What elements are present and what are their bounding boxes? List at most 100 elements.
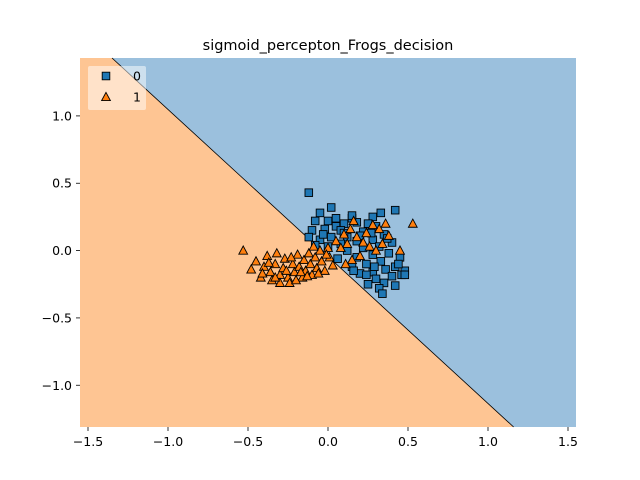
data-point-class-1 (289, 266, 300, 277)
y-tick-label: −1.0 (42, 378, 72, 393)
data-point-class-0 (394, 259, 403, 269)
chart-title: sigmoid_percepton_Frogs_decision (203, 38, 454, 54)
data-point-class-0 (323, 216, 333, 226)
data-point-class-1 (284, 277, 295, 287)
legend-marker-1 (100, 91, 112, 102)
data-point-class-1 (263, 257, 274, 267)
data-point-class-1 (274, 277, 286, 287)
data-point-class-1 (281, 265, 292, 275)
data-point-class-0 (384, 249, 394, 258)
data-point-class-1 (298, 254, 310, 265)
legend-label-1: 1 (133, 90, 141, 105)
data-point-class-1 (361, 227, 372, 238)
y-tick-label: 0.0 (52, 243, 72, 258)
data-point-class-1 (321, 249, 332, 259)
data-point-class-0 (387, 271, 397, 281)
data-point-class-1 (290, 274, 302, 285)
data-point-class-1 (262, 250, 273, 261)
data-point-class-1 (322, 242, 334, 252)
data-point-class-1 (348, 215, 359, 226)
legend-entries: 01 (100, 69, 141, 105)
data-point-class-1 (316, 255, 327, 266)
data-point-class-1 (358, 236, 369, 247)
data-point-class-0 (379, 278, 389, 288)
data-point-class-1 (354, 250, 366, 261)
data-point-class-0 (371, 274, 381, 284)
data-point-class-0 (362, 270, 371, 280)
data-point-class-1 (364, 240, 375, 251)
data-point-class-1 (271, 247, 282, 258)
x-tick-label: −0.5 (233, 434, 263, 449)
data-point-class-1 (313, 267, 324, 278)
data-point-class-1 (394, 245, 406, 255)
x-axis: −1.5 −1.0 −0.5 0.0 0.5 1.0 1.5 (73, 427, 578, 449)
data-point-class-0 (363, 279, 373, 289)
data-point-class-1 (295, 266, 306, 277)
data-point-class-0 (381, 265, 390, 274)
x-tick-label: −1.0 (153, 434, 183, 449)
data-point-class-0 (376, 257, 386, 266)
data-point-class-1 (246, 263, 257, 274)
data-point-class-0 (331, 214, 341, 223)
data-point-class-0 (390, 281, 400, 290)
data-point-class-0 (349, 266, 358, 276)
data-point-class-1 (351, 231, 362, 242)
data-point-class-1 (377, 238, 388, 248)
y-tick-label: 1.0 (52, 108, 72, 123)
data-point-class-0 (362, 259, 371, 269)
data-point-class-1 (345, 223, 356, 234)
data-point-class-1 (310, 251, 321, 262)
data-point-class-1 (305, 258, 316, 269)
data-point-class-1 (367, 219, 378, 230)
data-point-class-1 (383, 230, 394, 240)
data-point-class-0 (304, 232, 314, 242)
data-point-class-1 (342, 238, 353, 248)
data-point-class-1 (330, 235, 342, 246)
data-point-class-1 (287, 258, 298, 269)
x-tick-label: 0.0 (318, 434, 338, 449)
data-point-class-1 (346, 254, 358, 265)
y-axis: −1.0 −0.5 0.0 0.5 1.0 (42, 108, 80, 393)
data-point-class-0 (333, 254, 342, 263)
x-tick-label: −1.5 (73, 434, 103, 449)
y-tick-label: 0.5 (52, 176, 72, 191)
data-point-class-1 (319, 265, 330, 275)
data-point-class-1 (302, 270, 313, 281)
legend: 01 (88, 66, 146, 110)
data-point-class-0 (310, 216, 320, 226)
data-point-class-1 (308, 240, 319, 251)
data-point-class-1 (335, 242, 346, 252)
x-tick-label: 1.5 (558, 434, 578, 449)
data-point-class-1 (265, 266, 276, 277)
data-point-class-1 (292, 249, 303, 259)
data-point-class-0 (378, 289, 387, 298)
data-point-class-1 (250, 255, 262, 266)
data-point-class-1 (238, 245, 249, 255)
data-point-class-0 (315, 208, 325, 218)
y-tick-label: −0.5 (42, 310, 72, 325)
data-point-class-0 (318, 230, 328, 239)
data-point-class-1 (327, 259, 338, 270)
data-point-class-0 (376, 208, 386, 218)
x-tick-label: 1.0 (478, 434, 498, 449)
data-point-class-1 (370, 245, 382, 255)
data-point-class-1 (380, 218, 391, 228)
data-point-class-1 (270, 271, 281, 282)
data-point-class-1 (257, 267, 268, 278)
x-tick-label: 0.5 (398, 434, 418, 449)
data-point-class-1 (338, 228, 350, 239)
data-point-class-1 (303, 247, 314, 258)
points-layer (238, 188, 418, 298)
data-point-class-0 (400, 270, 410, 280)
region-class-1 (80, 58, 514, 427)
legend-label-0: 0 (133, 69, 141, 84)
data-point-class-1 (340, 258, 351, 269)
legend-marker-0 (101, 71, 111, 81)
data-point-class-1 (407, 218, 418, 228)
data-point-class-0 (304, 188, 314, 197)
data-point-class-0 (390, 205, 400, 215)
data-point-class-0 (326, 203, 336, 212)
data-point-class-1 (286, 251, 297, 262)
data-point-class-0 (370, 262, 379, 271)
